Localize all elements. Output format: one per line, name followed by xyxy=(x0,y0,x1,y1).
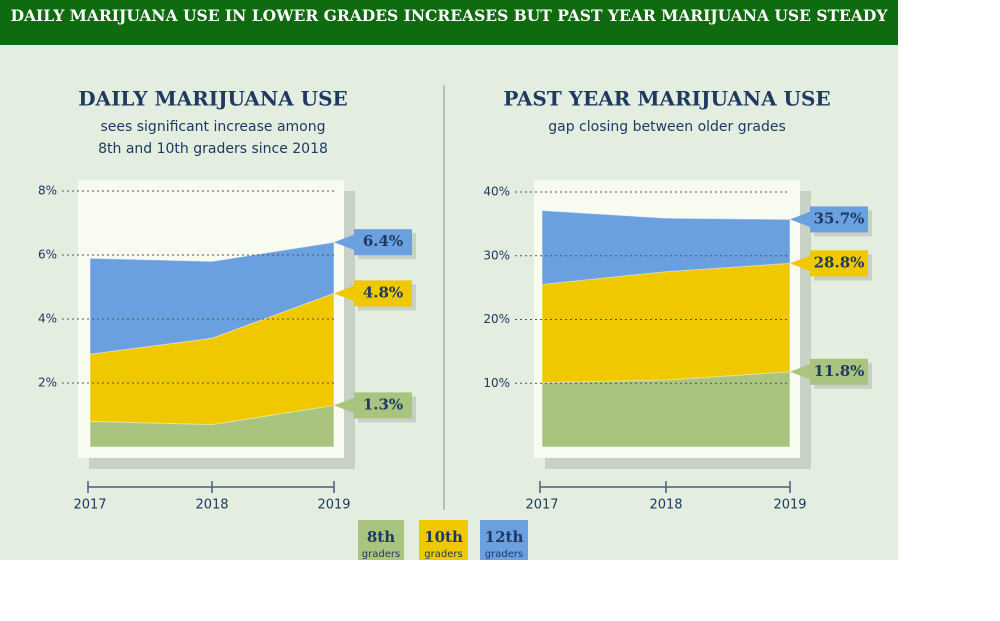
x-tick-label: 2017 xyxy=(525,498,558,513)
value-label: 35.7% xyxy=(814,209,865,227)
x-tick-label: 2019 xyxy=(773,498,806,513)
value-label: 11.8% xyxy=(814,362,865,380)
area xyxy=(541,371,791,448)
label-box xyxy=(354,229,412,256)
label-pointer xyxy=(334,397,355,414)
legend-label: 10th xyxy=(424,528,463,546)
chart-subtitle: sees significant increase among xyxy=(100,119,325,135)
label-pointer xyxy=(790,255,811,272)
legend-swatch xyxy=(480,520,528,560)
y-tick-label: 2% xyxy=(38,376,57,390)
y-tick-label: 20% xyxy=(483,312,510,326)
x-tick-label: 2018 xyxy=(195,498,228,513)
x-tick-label: 2019 xyxy=(317,498,350,513)
y-tick-label: 40% xyxy=(483,185,510,199)
label-box xyxy=(810,206,868,233)
y-tick-label: 8% xyxy=(38,184,57,198)
legend-note: graders xyxy=(362,549,400,560)
chart-subtitle: 8th and 10th graders since 2018 xyxy=(98,141,328,157)
area xyxy=(89,404,335,448)
legend-swatch xyxy=(419,520,468,560)
label-pointer xyxy=(790,363,811,380)
legend-note: graders xyxy=(424,549,462,560)
chart-title: PAST YEAR MARIJUANA USE xyxy=(503,87,830,111)
chart-subtitle: gap closing between older grades xyxy=(548,119,786,135)
chart-title: DAILY MARIJUANA USE xyxy=(78,87,348,111)
label-box xyxy=(354,392,412,419)
label-pointer xyxy=(334,234,355,251)
legend-note: graders xyxy=(485,549,523,560)
legend-label: 12th xyxy=(485,528,524,546)
value-label: 1.3% xyxy=(363,395,403,413)
y-tick-label: 10% xyxy=(483,376,510,390)
label-box xyxy=(354,280,412,307)
header-bar xyxy=(0,0,898,45)
x-tick-label: 2018 xyxy=(649,498,682,513)
label-box xyxy=(810,358,868,385)
legend-swatch xyxy=(358,520,404,560)
header-title: DAILY MARIJUANA USE IN LOWER GRADES INCR… xyxy=(11,6,889,25)
legend-label: 8th xyxy=(367,528,395,546)
y-tick-label: 6% xyxy=(38,248,57,262)
value-label: 28.8% xyxy=(814,253,865,271)
label-pointer xyxy=(790,211,811,228)
value-label: 4.8% xyxy=(363,283,403,301)
x-tick-label: 2017 xyxy=(73,498,106,513)
label-pointer xyxy=(334,285,355,302)
y-tick-label: 30% xyxy=(483,248,510,262)
label-box xyxy=(810,250,868,277)
value-label: 6.4% xyxy=(363,232,403,250)
y-tick-label: 4% xyxy=(38,312,57,326)
